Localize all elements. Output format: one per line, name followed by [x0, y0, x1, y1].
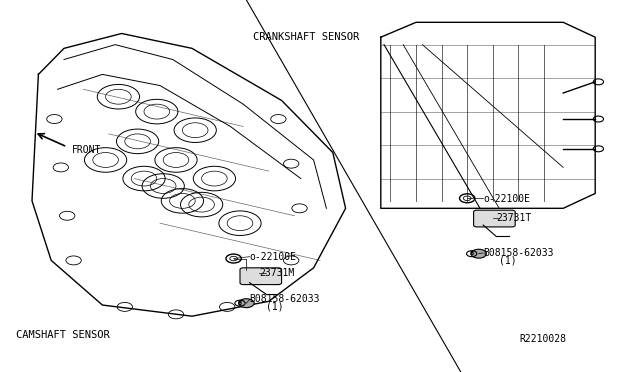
- Text: o-22100E: o-22100E: [250, 252, 296, 262]
- Text: 23731M: 23731M: [259, 269, 294, 278]
- Circle shape: [471, 249, 486, 258]
- Text: (1): (1): [499, 256, 517, 265]
- Text: o-22100E: o-22100E: [483, 194, 530, 204]
- Text: 23731T: 23731T: [496, 213, 531, 222]
- Text: CRANKSHAFT SENSOR: CRANKSHAFT SENSOR: [253, 32, 359, 42]
- Text: B: B: [470, 251, 474, 256]
- Text: B08158-62033: B08158-62033: [483, 248, 554, 258]
- Circle shape: [239, 299, 254, 308]
- Text: R2210028: R2210028: [520, 334, 566, 344]
- FancyBboxPatch shape: [240, 268, 282, 285]
- Text: FRONT: FRONT: [72, 145, 101, 154]
- FancyBboxPatch shape: [474, 210, 515, 227]
- Text: (1): (1): [266, 302, 284, 312]
- Text: CAMSHAFT SENSOR: CAMSHAFT SENSOR: [16, 330, 109, 340]
- Text: B: B: [238, 301, 242, 306]
- Text: B08158-62033: B08158-62033: [250, 295, 320, 304]
